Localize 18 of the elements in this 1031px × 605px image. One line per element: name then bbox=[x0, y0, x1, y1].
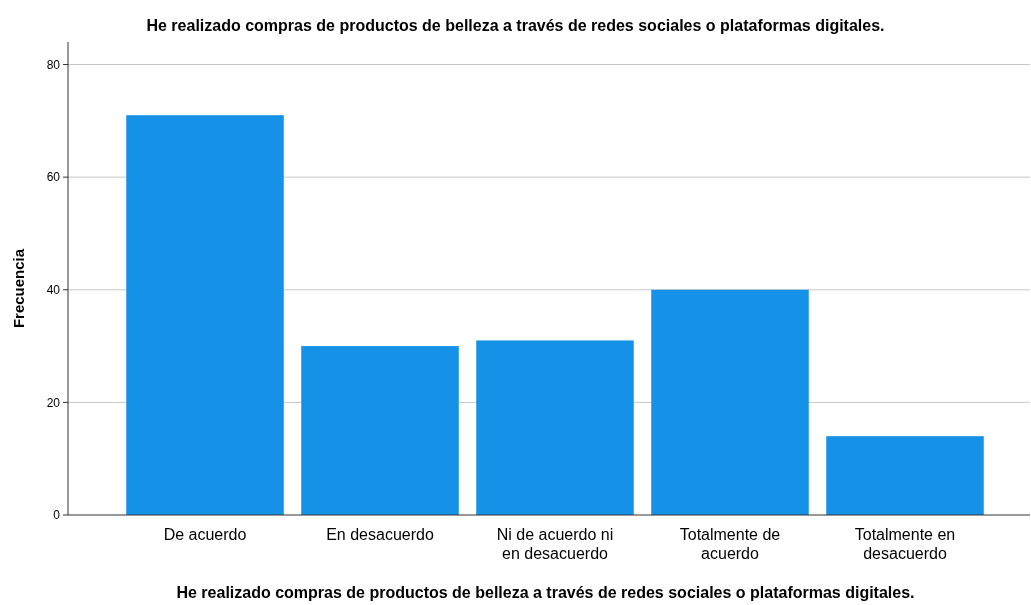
x-tick-label: Totalmente en desacuerdo bbox=[854, 526, 956, 562]
y-axis-title: Frecuencia bbox=[10, 248, 27, 329]
x-axis-title: He realizado compras de productos de belleza a través de redes sociales o plataformas digitales. bbox=[176, 584, 915, 601]
y-tick-label: 80 bbox=[46, 57, 61, 72]
y-tick-label: 20 bbox=[46, 395, 61, 410]
chart-title: He realizado compras de productos de belleza a través de redes sociales o plataformas digitales. bbox=[146, 17, 885, 34]
x-tick-label: De acuerdo bbox=[163, 526, 247, 543]
x-tick-label: Totalmente de acuerdo bbox=[679, 526, 781, 562]
bar bbox=[126, 115, 284, 515]
bar bbox=[476, 340, 634, 515]
bar bbox=[826, 436, 984, 515]
x-tick-label: En desacuerdo bbox=[326, 526, 434, 543]
bar bbox=[301, 346, 459, 515]
y-tick-label: 60 bbox=[46, 170, 61, 185]
y-tick-label: 40 bbox=[46, 282, 61, 297]
x-tick-label: Ni de acuerdo ni en desacuerdo bbox=[496, 526, 614, 562]
bar bbox=[651, 289, 809, 515]
y-tick-label: 0 bbox=[53, 508, 61, 523]
